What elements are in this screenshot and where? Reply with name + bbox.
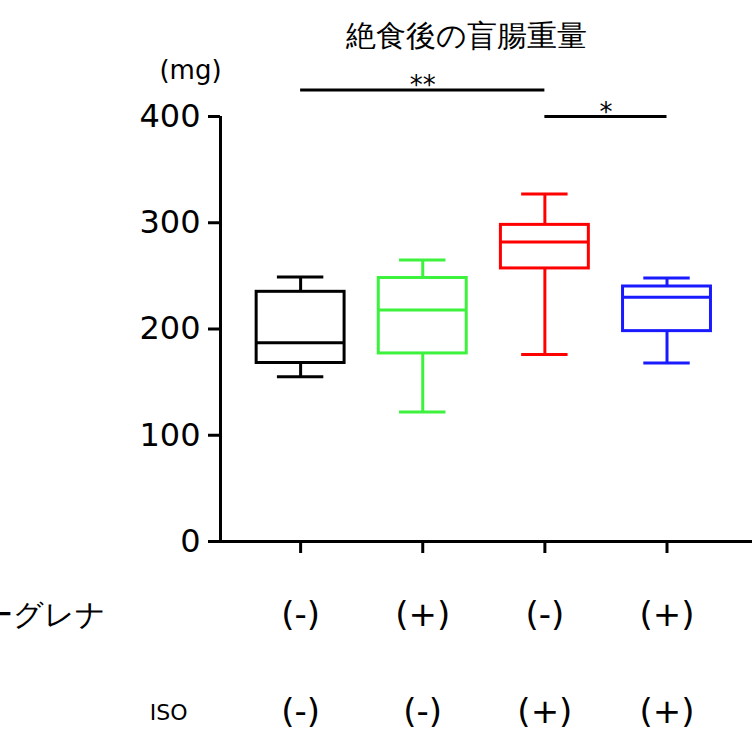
svg-text:100: 100	[139, 415, 200, 453]
svg-text:(+): (+)	[639, 594, 694, 634]
svg-text:(-): (-)	[281, 594, 320, 634]
svg-text:(-): (-)	[525, 594, 564, 634]
svg-text:ユーグレナ: ユーグレナ	[0, 597, 106, 632]
svg-text:(-): (-)	[281, 691, 320, 731]
svg-text:(+): (+)	[517, 691, 572, 731]
svg-text:400: 400	[139, 97, 200, 135]
svg-text:200: 200	[139, 309, 200, 347]
svg-text:(+): (+)	[639, 691, 694, 731]
svg-text:0: 0	[180, 522, 200, 560]
svg-text:*: *	[599, 97, 612, 127]
svg-text:300: 300	[139, 203, 200, 241]
svg-text:ISO: ISO	[150, 700, 188, 725]
svg-text:(mg): (mg)	[159, 55, 221, 85]
svg-text:(-): (-)	[403, 691, 442, 731]
svg-text:絶食後の盲腸重量: 絶食後の盲腸重量	[345, 18, 587, 53]
svg-text:**: **	[410, 70, 436, 100]
svg-text:(+): (+)	[395, 594, 450, 634]
